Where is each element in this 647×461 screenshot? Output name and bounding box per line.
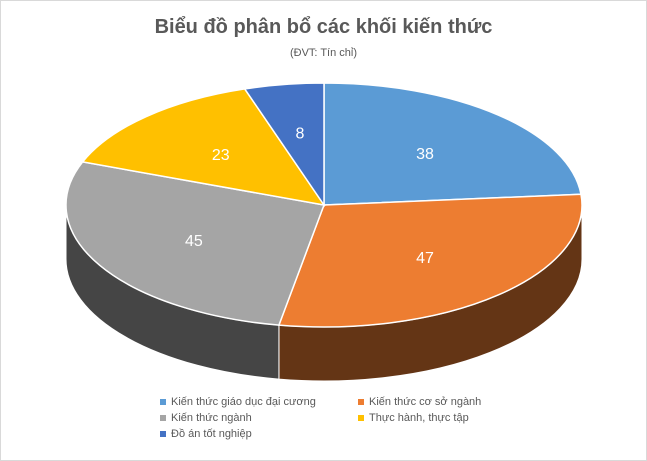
data-label-2: 45 <box>185 233 203 250</box>
legend-item-co-so-nganh: Kiến thức cơ sở ngành <box>358 396 481 408</box>
chart-subtitle: (ĐVT: Tín chỉ) <box>289 47 358 59</box>
legend-label: Kiến thức ngành <box>171 412 252 424</box>
legend-swatch <box>358 415 364 421</box>
legend-item-giao-duc-dai-cuong: Kiến thức giáo dục đại cương <box>160 396 316 408</box>
legend-item-thuc-hanh-thuc-tap: Thực hành, thực tập <box>358 412 469 424</box>
legend-swatch <box>358 399 364 405</box>
pie-slice-2 <box>65 161 326 326</box>
legend-swatch <box>160 399 166 405</box>
pie-slice-0 <box>323 82 582 206</box>
data-label-0: 38 <box>416 146 434 163</box>
chart-title: Biểu đồ phân bổ các khối kiến thức <box>154 16 493 38</box>
legend-label: Thực hành, thực tập <box>369 412 469 424</box>
legend-item-kien-thuc-nganh: Kiến thức ngành <box>160 412 252 424</box>
data-label-3: 23 <box>212 147 230 164</box>
data-label-4: 8 <box>295 126 304 143</box>
pie-slice-4 <box>243 82 325 208</box>
pie-slice-1 <box>277 193 583 328</box>
pie-top <box>65 82 583 328</box>
legend-label: Kiến thức cơ sở ngành <box>369 396 482 408</box>
legend-label: Kiến thức giáo dục đại cương <box>171 396 316 408</box>
pie-data-labels: 38 47 45 23 8 <box>185 126 434 267</box>
legend-swatch <box>160 431 166 437</box>
data-label-1: 47 <box>416 250 434 267</box>
legend-label: Đồ án tốt nghiệp <box>171 428 252 440</box>
legend-item-do-an-tot-nghiep: Đồ án tốt nghiệp <box>160 428 252 440</box>
legend-swatch <box>160 415 166 421</box>
